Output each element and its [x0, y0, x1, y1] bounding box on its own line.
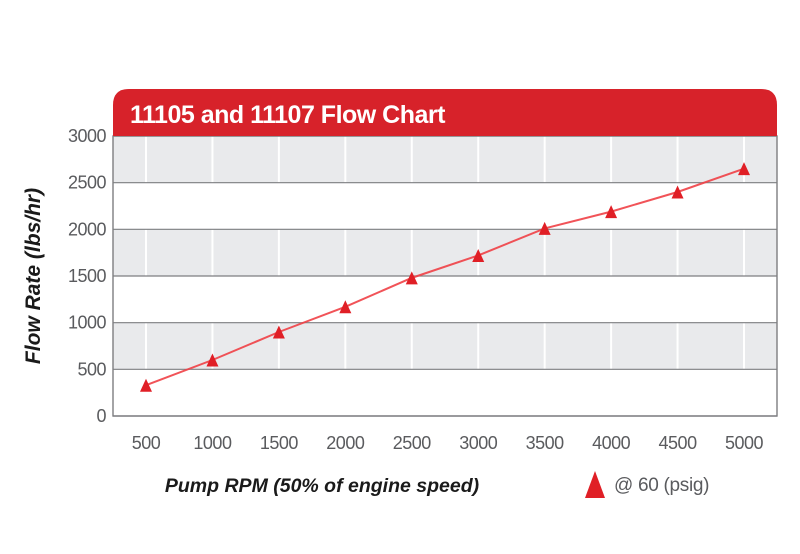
title-banner — [113, 89, 777, 136]
data-point-marker — [671, 185, 684, 199]
x-tick-label: 3000 — [459, 433, 498, 453]
x-tick-label: 500 — [132, 433, 161, 453]
y-tick-label: 2000 — [68, 219, 107, 239]
y-tick-label: 1500 — [68, 266, 107, 286]
x-tick-label: 2000 — [326, 433, 365, 453]
plot-band — [113, 136, 777, 183]
data-point-marker — [605, 205, 618, 219]
x-tick-label: 2500 — [393, 433, 432, 453]
chart-title: 11105 and 11107 Flow Chart — [130, 101, 446, 129]
data-point-marker — [140, 378, 152, 392]
plot-band — [113, 229, 777, 276]
y-tick-label: 2500 — [68, 173, 107, 193]
data-point-marker — [405, 271, 418, 285]
plot-band — [113, 322, 777, 370]
series-line — [145, 167, 745, 387]
y-tick-label: 500 — [77, 359, 106, 379]
y-tick-label: 1000 — [68, 313, 107, 333]
y-tick-label: 3000 — [68, 126, 107, 146]
data-point-marker — [272, 325, 285, 339]
data-point-marker — [472, 248, 485, 262]
x-tick-label: 1000 — [193, 433, 232, 453]
x-axis-title: Pump RPM (50% of engine speed) — [165, 475, 479, 497]
data-point-marker — [339, 300, 352, 314]
y-axis-title: Flow Rate (lbs/hr) — [22, 188, 45, 364]
legend-triangle-up-icon — [585, 471, 605, 498]
data-point-marker — [538, 221, 551, 235]
x-tick-label: 1500 — [260, 433, 299, 453]
legend-label: @ 60 (psig) — [614, 475, 709, 496]
data-point-marker — [738, 162, 750, 176]
data-point-marker — [206, 353, 219, 367]
y-tick-label: 0 — [96, 406, 106, 426]
x-tick-label: 3500 — [526, 433, 565, 453]
x-tick-label: 4500 — [659, 433, 698, 453]
x-tick-label: 5000 — [725, 433, 764, 453]
x-tick-label: 4000 — [592, 433, 631, 453]
